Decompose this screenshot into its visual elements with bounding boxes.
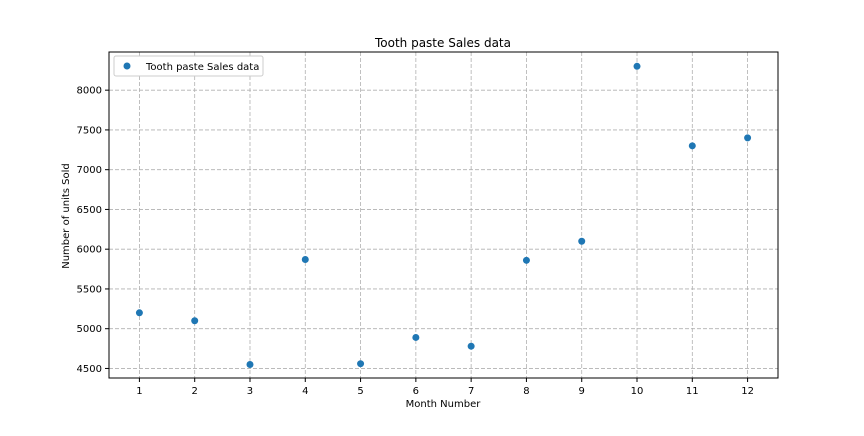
legend-box [113,55,264,77]
y-tick-label: 7000 [77,165,102,176]
data-point [633,62,641,70]
x-tick-label: 8 [523,386,529,397]
data-point [135,309,143,317]
x-tick-label: 10 [631,386,644,397]
y-tick-label: 6500 [77,205,102,216]
y-tick-label: 6000 [77,245,102,256]
legend-label: Tooth paste Sales data [145,62,259,73]
data-point [688,142,696,150]
legend: Tooth paste Sales data [113,55,264,77]
x-axis-ticks: 1 2 3 4 5 6 7 8 9 10 11 12 [136,378,754,397]
x-tick-label: 2 [192,386,198,397]
x-axis-label: Month Number [406,399,482,410]
data-points [135,62,752,368]
legend-marker [123,62,131,70]
data-point [412,333,420,341]
data-point [744,134,752,142]
x-tick-label: 6 [413,386,419,397]
x-tick-label: 9 [579,386,585,397]
data-point [246,360,254,368]
y-axis-ticks: 4500 5000 5500 6000 6500 7000 7500 8000 [77,86,109,375]
axes-frame [108,51,779,379]
x-tick-label: 3 [247,386,253,397]
x-tick-label: 11 [686,386,699,397]
y-tick-label: 5500 [77,284,102,295]
y-tick-label: 5000 [77,324,102,335]
data-point [191,317,199,325]
y-tick-label: 8000 [77,86,102,97]
plot-frame [108,51,779,379]
x-tick-label: 5 [357,386,363,397]
chart-title: Tooth paste Sales data [374,36,511,50]
x-tick-label: 1 [136,386,142,397]
data-point [467,342,475,350]
data-point [578,237,586,245]
y-axis-label: Number of units Sold [61,163,72,269]
x-tick-label: 4 [302,386,308,397]
data-point [522,256,530,264]
data-point [357,360,365,368]
data-point [301,256,309,264]
x-tick-label: 12 [741,386,754,397]
grid-lines [109,52,778,378]
y-tick-label: 7500 [77,125,102,136]
x-tick-label: 7 [468,386,474,397]
y-tick-label: 4500 [77,364,102,375]
